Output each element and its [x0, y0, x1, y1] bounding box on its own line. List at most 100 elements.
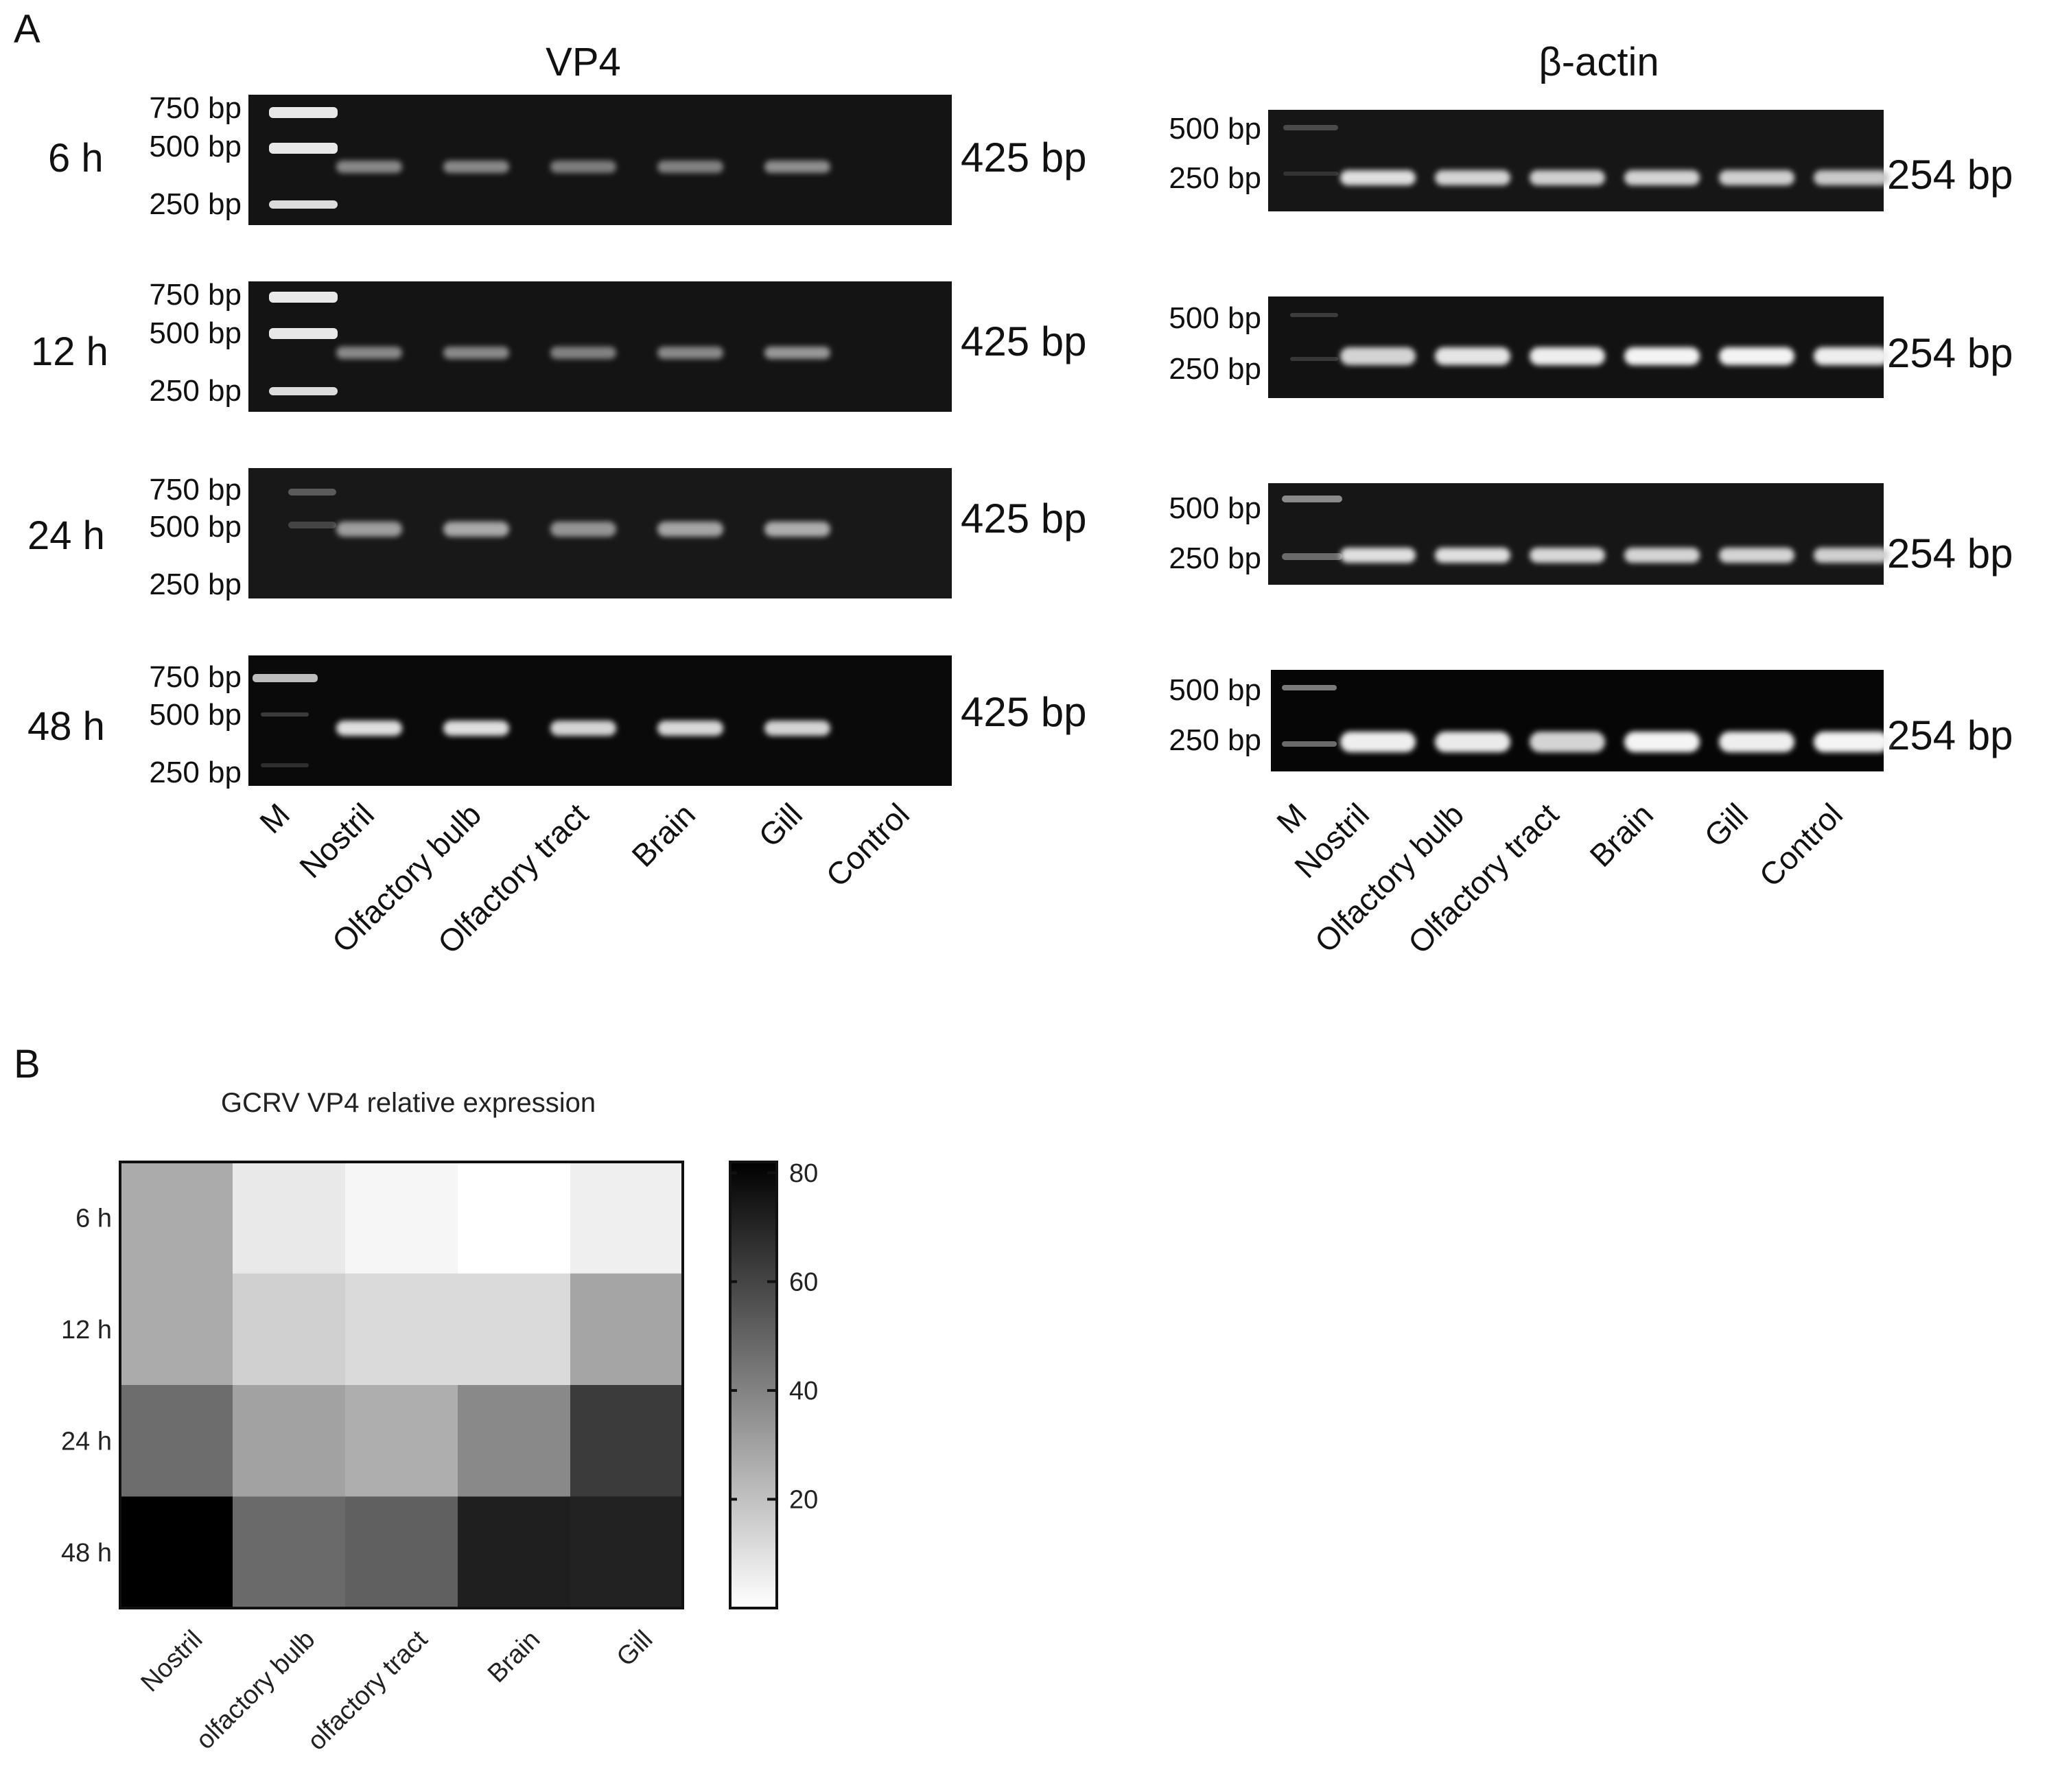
- heatmap-cell: [345, 1162, 458, 1274]
- gel-band: [764, 161, 830, 173]
- heatmap-cell: [570, 1162, 683, 1274]
- gel-band: [657, 161, 723, 173]
- gel-band: [550, 347, 616, 359]
- marker-label-250: 250 bp: [149, 568, 242, 601]
- ladder-band: [269, 292, 338, 303]
- marker-label-750: 750 bp: [149, 660, 242, 694]
- gel-band: [657, 522, 723, 537]
- heatmap-cell: [233, 1385, 346, 1497]
- ladder-band: [269, 387, 338, 395]
- heatmap-column-label: Gill: [611, 1625, 659, 1673]
- bactin-gel-6h: 500 bp 250 bp 254 bp: [1169, 110, 2013, 211]
- marker-label-500: 500 bp: [149, 510, 242, 544]
- marker-label-250: 250 bp: [149, 374, 242, 408]
- time-label: 48 h: [27, 704, 105, 749]
- gel-band: [1340, 548, 1416, 563]
- marker-label-750: 750 bp: [149, 473, 242, 507]
- band-size-label: 254 bp: [1887, 712, 2013, 758]
- heatmap-cell: [570, 1496, 683, 1609]
- lane-label: M: [253, 796, 296, 840]
- gel-band: [1435, 548, 1510, 563]
- heatmap-row-label: 24 h: [61, 1427, 112, 1456]
- ladder-band: [261, 763, 309, 767]
- gel-band: [657, 721, 723, 736]
- ladder-band: [1282, 496, 1342, 502]
- colorbar-tick-label: 20: [789, 1485, 818, 1514]
- heatmap-column-label: Nostril: [136, 1625, 209, 1698]
- gel-band: [764, 522, 830, 537]
- ladder-band: [1290, 357, 1338, 361]
- band-size-label: 425 bp: [961, 318, 1087, 364]
- heatmap-row-label: 6 h: [75, 1204, 112, 1233]
- gel-band: [1340, 170, 1416, 185]
- panel-b-letter: B: [14, 1042, 40, 1086]
- ladder-band: [269, 143, 338, 154]
- marker-label-500: 500 bp: [149, 698, 242, 732]
- gel-band: [1719, 170, 1794, 185]
- lane-label: Gill: [751, 796, 809, 854]
- gel-band: [1719, 548, 1794, 563]
- gel-band: [1340, 732, 1416, 752]
- marker-label-250: 250 bp: [1169, 161, 1261, 195]
- gel-band: [550, 522, 616, 537]
- gel-band: [336, 522, 402, 537]
- gel-band: [1814, 548, 1889, 563]
- vp4-title: VP4: [546, 40, 621, 84]
- gel-band: [1435, 170, 1510, 185]
- heatmap-frame: [119, 1161, 684, 1609]
- marker-label-750: 750 bp: [149, 91, 242, 125]
- band-size-label: 425 bp: [961, 496, 1087, 542]
- ladder-band: [1283, 172, 1338, 176]
- gel-background: [1271, 670, 1884, 771]
- marker-label-500: 500 bp: [1169, 491, 1261, 525]
- marker-ladder: [1282, 496, 1342, 560]
- gel-band: [1530, 170, 1605, 185]
- gel-band: [1530, 548, 1605, 563]
- ladder-band: [1282, 553, 1342, 560]
- colorbar-tick-label: 40: [789, 1377, 818, 1406]
- marker-label-250: 250 bp: [149, 756, 242, 789]
- heatmap-cell: [458, 1496, 571, 1609]
- lane-label: Brain: [1582, 796, 1660, 874]
- gel-band: [1624, 170, 1700, 185]
- lane-label: M: [1270, 796, 1313, 840]
- heatmap-cell: [458, 1162, 571, 1274]
- lane-label: Gill: [1697, 796, 1755, 854]
- bactin-title: β-actin: [1539, 40, 1659, 84]
- lane-label: Control: [1752, 796, 1849, 894]
- gel-background: [248, 95, 952, 225]
- bactin-gel-48h: 500 bp 250 bp 254 bp: [1169, 670, 2013, 771]
- time-label: 12 h: [31, 329, 108, 374]
- vp4-gel-24h: 24 h 750 bp 500 bp 250 bp 425 bp: [27, 468, 1087, 601]
- colorbar-gradient: [729, 1161, 778, 1609]
- heatmap: [120, 1162, 683, 1609]
- gel-band: [1814, 347, 1889, 365]
- heatmap-column-label: Brain: [482, 1625, 546, 1688]
- gel-band: [336, 347, 402, 359]
- marker-label-250: 250 bp: [149, 187, 242, 221]
- gel-background: [1268, 110, 1884, 211]
- gel-band: [550, 161, 616, 173]
- heatmap-cell: [120, 1385, 233, 1497]
- colorbar: 20 40 60 80: [729, 1159, 818, 1609]
- ladder-band: [269, 200, 338, 209]
- gel-band: [1530, 732, 1605, 752]
- band-size-label: 254 bp: [1887, 330, 2013, 376]
- heatmap-cell: [120, 1273, 233, 1386]
- heatmap-cell: [458, 1385, 571, 1497]
- gel-band: [764, 347, 830, 359]
- heatmap-row-label: 12 h: [61, 1316, 112, 1345]
- heatmap-cell: [345, 1385, 458, 1497]
- heatmap-row-label: 48 h: [61, 1539, 112, 1568]
- gel-band: [443, 721, 509, 736]
- ladder-band: [1283, 125, 1338, 130]
- lane-label: Nostril: [292, 796, 381, 885]
- marker-ladder: [253, 674, 318, 767]
- marker-ladder: [269, 292, 338, 395]
- bactin-gel-12h: 500 bp 250 bp 254 bp: [1169, 296, 2013, 398]
- heatmap-cell: [120, 1162, 233, 1274]
- ladder-band: [1282, 685, 1337, 690]
- lane-label: Control: [819, 796, 916, 894]
- marker-label-500: 500 bp: [149, 130, 242, 163]
